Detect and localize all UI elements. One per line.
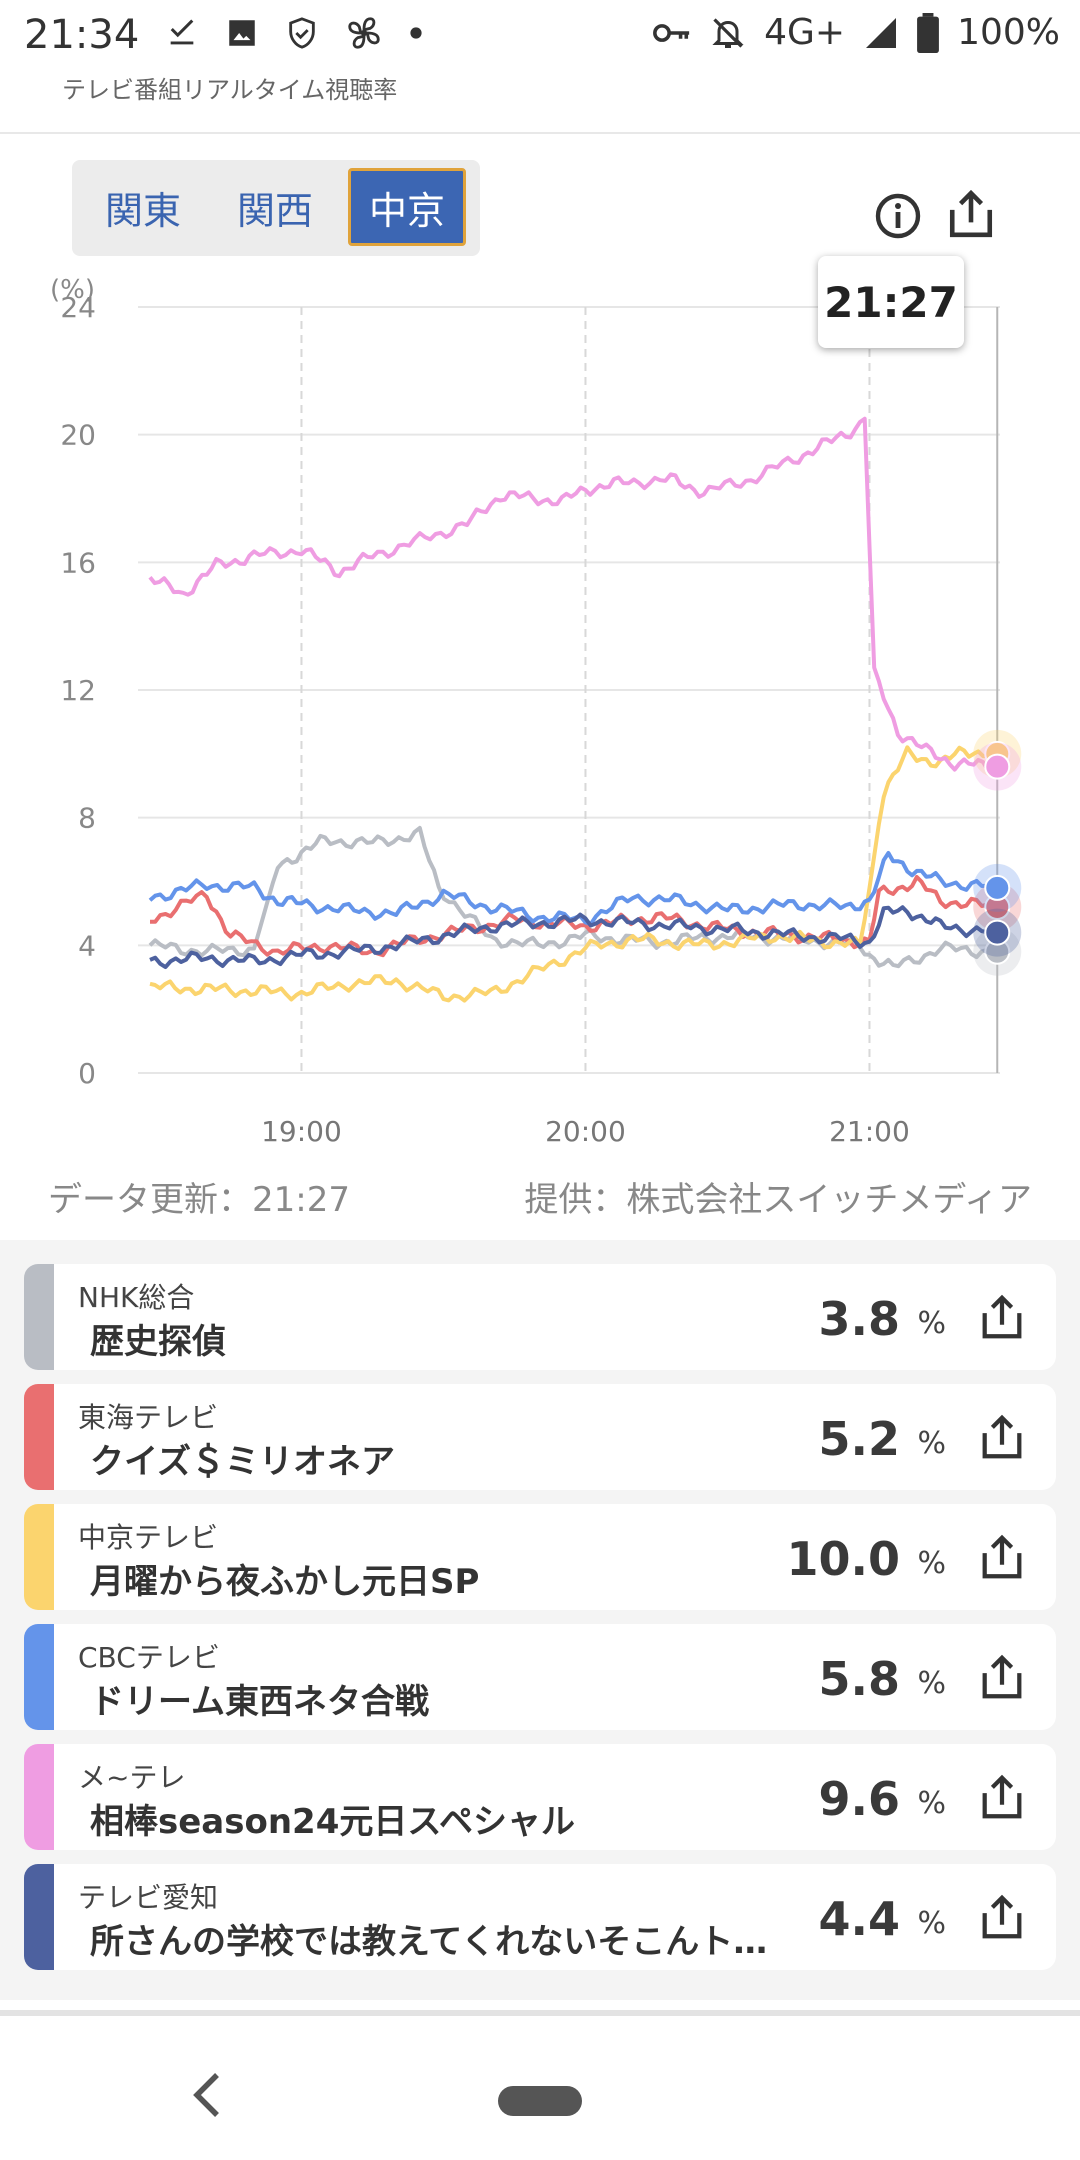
chart-footer: データ更新：21:27 提供：株式会社スイッチメディア	[48, 1172, 1032, 1221]
rating-value: 5.8	[818, 1652, 901, 1706]
channel-card[interactable]: NHK総合歴史探偵 3.8%	[24, 1264, 1056, 1370]
channel-name: NHK総合	[78, 1281, 195, 1314]
status-time: 21:34	[24, 12, 140, 58]
series-end-marker	[984, 919, 1011, 946]
y-tick-label: 4	[78, 929, 96, 962]
dot-icon	[410, 27, 422, 39]
channel-card[interactable]: テレビ愛知所さんの学校では教えてくれないそこんト… 4.4%	[24, 1864, 1056, 1970]
share-icon[interactable]	[978, 1652, 1026, 1702]
info-icon[interactable]	[874, 192, 922, 240]
series-end-marker	[984, 753, 1011, 780]
channel-name: CBCテレビ	[78, 1641, 220, 1674]
shield-icon	[289, 17, 315, 49]
channel-color-bar	[24, 1504, 54, 1610]
program-title: 月曜から夜ふかし元日SP	[90, 1562, 480, 1602]
download-done-icon	[170, 19, 194, 45]
share-icon[interactable]	[946, 186, 996, 242]
rating-value: 10.0	[786, 1532, 901, 1586]
share-icon[interactable]	[978, 1412, 1026, 1462]
channel-name: メ~テレ	[78, 1761, 186, 1794]
x-tick-label: 21:00	[829, 1115, 910, 1148]
region-tabs: 関東 関西 中京	[72, 160, 480, 256]
series-end-marker	[984, 874, 1011, 901]
fan-icon	[348, 17, 380, 49]
rating-value: 5.2	[818, 1412, 901, 1466]
program-title: クイズ＄ミリオネア	[90, 1442, 395, 1482]
network-type: 4G+	[764, 12, 846, 53]
percent-unit: %	[917, 1666, 946, 1701]
battery-level: 100%	[957, 12, 1060, 53]
percent-unit: %	[917, 1906, 946, 1941]
tab-kanto[interactable]: 関東	[104, 188, 181, 233]
back-icon[interactable]	[192, 2070, 222, 2120]
program-title: 歴史探偵	[90, 1322, 226, 1362]
series-line	[148, 416, 999, 773]
y-axis-label: (%)	[50, 275, 95, 305]
share-icon[interactable]	[978, 1292, 1026, 1342]
percent-unit: %	[917, 1786, 946, 1821]
y-tick-label: 12	[60, 674, 96, 707]
channel-name: 中京テレビ	[78, 1521, 219, 1554]
channel-color-bar	[24, 1624, 54, 1730]
tab-chukyo[interactable]: 中京	[348, 168, 466, 246]
y-tick-label: 20	[60, 419, 96, 452]
channel-card[interactable]: 中京テレビ月曜から夜ふかし元日SP 10.0%	[24, 1504, 1056, 1610]
share-icon[interactable]	[978, 1892, 1026, 1942]
battery-icon	[917, 12, 939, 53]
percent-unit: %	[917, 1426, 946, 1461]
y-tick-label: 24	[60, 291, 96, 324]
percent-unit: %	[917, 1306, 946, 1341]
rating-value: 4.4	[818, 1892, 901, 1946]
rating-value: 9.6	[818, 1772, 901, 1826]
channel-name: 東海テレビ	[78, 1401, 219, 1434]
channel-color-bar	[24, 1264, 54, 1370]
home-button[interactable]	[498, 2086, 582, 2116]
channel-color-bar	[24, 1744, 54, 1850]
app-title: テレビ番組リアルタイム視聴率	[62, 76, 398, 104]
header-divider	[0, 132, 1080, 134]
series-line	[149, 745, 999, 1003]
channel-name: テレビ愛知	[78, 1881, 219, 1914]
signal-icon	[866, 17, 897, 48]
x-tick-label: 19:00	[261, 1115, 342, 1148]
tab-kansai[interactable]: 関西	[236, 188, 313, 233]
rating-chart: (%) 0 4 8 12 16 20 24 19:00 20:00 21:00	[50, 275, 1022, 1148]
y-tick-label: 16	[60, 546, 96, 579]
program-title: ドリーム東西ネタ合戦	[90, 1682, 429, 1722]
program-title: 所さんの学校では教えてくれないそこんト…	[90, 1922, 768, 1962]
list-bottom-divider	[0, 2010, 1080, 2016]
navigation-bar	[0, 2030, 1080, 2160]
y-tick-label: 8	[78, 802, 96, 835]
rating-value: 3.8	[818, 1292, 901, 1346]
key-icon	[653, 23, 690, 42]
channel-card[interactable]: メ~テレ相棒season24元日スペシャル 9.6%	[24, 1744, 1056, 1850]
update-time: データ更新：21:27	[48, 1180, 350, 1220]
series-line	[149, 905, 999, 970]
share-icon[interactable]	[978, 1772, 1026, 1822]
x-tick-label: 20:00	[545, 1115, 626, 1148]
channel-card[interactable]: 東海テレビクイズ＄ミリオネア 5.2%	[24, 1384, 1056, 1490]
bell-off-icon	[712, 17, 744, 48]
channel-color-bar	[24, 1384, 54, 1490]
program-title: 相棒season24元日スペシャル	[90, 1802, 575, 1842]
channel-color-bar	[24, 1864, 54, 1970]
image-icon	[229, 20, 255, 46]
percent-unit: %	[917, 1546, 946, 1581]
y-tick-label: 0	[78, 1057, 96, 1090]
channel-card[interactable]: CBCテレビドリーム東西ネタ合戦 5.8%	[24, 1624, 1056, 1730]
data-provider: 提供：株式会社スイッチメディア	[524, 1180, 1032, 1220]
time-tooltip: 21:27	[818, 256, 964, 348]
share-icon[interactable]	[978, 1532, 1026, 1582]
status-bar: 21:34 4G+ 100%	[0, 0, 1080, 72]
